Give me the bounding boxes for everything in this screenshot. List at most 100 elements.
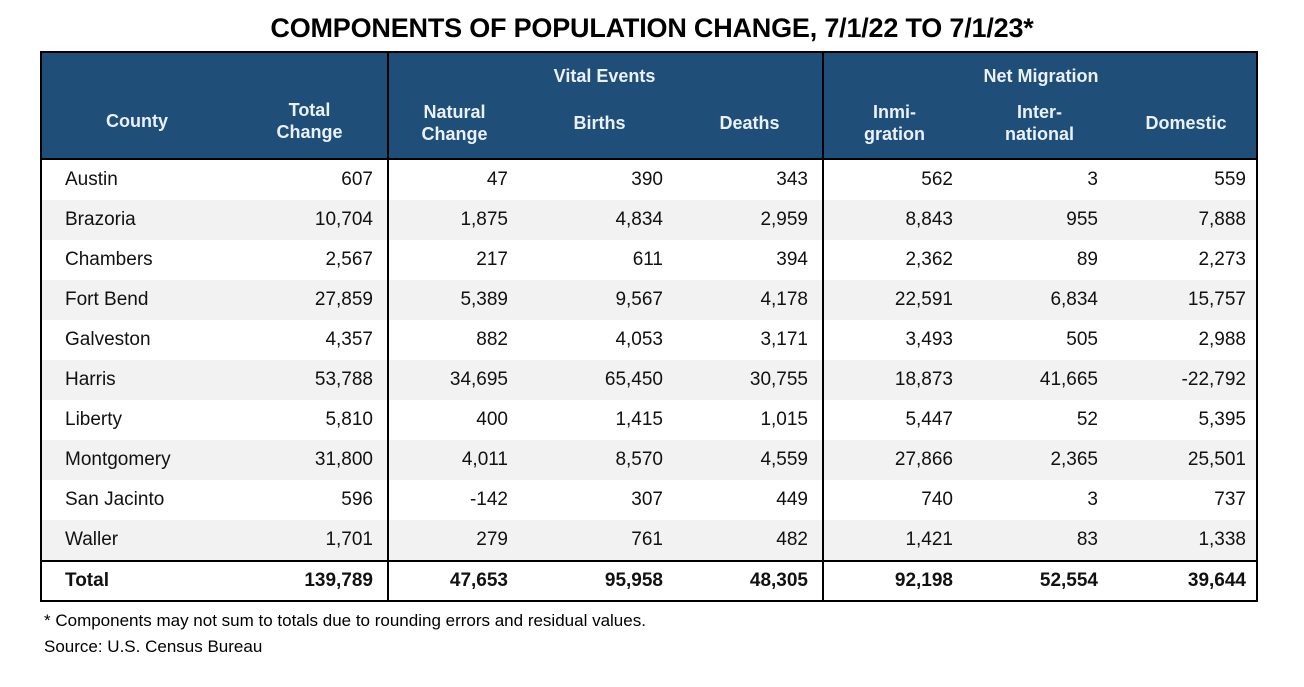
- value-cell: 740: [921, 489, 953, 510]
- value-cell: 1,338: [1198, 529, 1246, 550]
- value-cell: 41,665: [1039, 369, 1098, 390]
- value-cell: 53,788: [314, 369, 373, 390]
- population-change-table: County Total Change Vital Events Natural…: [40, 51, 1258, 602]
- table-row: Austin 607 47 390 343 562 3 559: [42, 160, 1256, 200]
- table-row: Fort Bend 27,859 5,389 9,567 4,178 22,591 6,83…: [42, 280, 1256, 320]
- value-cell: 400: [476, 409, 508, 430]
- county-cell: San Jacinto: [65, 489, 165, 510]
- value-cell: 737: [1214, 489, 1246, 510]
- value-cell: 2,988: [1198, 329, 1246, 350]
- county-cell: Fort Bend: [65, 289, 149, 310]
- value-cell: 4,357: [325, 329, 373, 350]
- value-cell: 1,015: [760, 409, 808, 430]
- col-header-deaths: Deaths: [719, 112, 780, 133]
- value-cell: 92,198: [894, 570, 953, 591]
- value-cell: 139,789: [304, 570, 373, 591]
- value-cell: 27,866: [894, 449, 953, 470]
- value-cell: 47,653: [449, 570, 508, 591]
- source-note: Source: U.S. Census Bureau: [44, 637, 263, 657]
- table-row: Waller 1,701 279 761 482 1,421 83 1,338: [42, 520, 1256, 560]
- value-cell: 882: [476, 329, 508, 350]
- value-cell: 343: [776, 169, 808, 190]
- value-cell: 34,695: [449, 369, 508, 390]
- value-cell: 559: [1214, 169, 1246, 190]
- value-cell: 1,415: [615, 409, 663, 430]
- value-cell: 5,395: [1198, 409, 1246, 430]
- county-cell: Montgomery: [65, 449, 171, 470]
- value-cell: -142: [469, 489, 508, 510]
- section-divider-vital-events: [387, 53, 389, 600]
- value-cell: 47: [486, 169, 508, 190]
- value-cell: 2,959: [760, 209, 808, 230]
- value-cell: 83: [1076, 529, 1098, 550]
- table-row: Brazoria 10,704 1,875 4,834 2,959 8,843 955 7,8…: [42, 200, 1256, 240]
- value-cell: 611: [632, 249, 663, 270]
- county-cell: Brazoria: [65, 209, 136, 230]
- value-cell: 482: [776, 529, 808, 550]
- county-cell: Waller: [65, 529, 119, 550]
- value-cell: 394: [776, 249, 808, 270]
- value-cell: 955: [1066, 209, 1098, 230]
- value-cell: 89: [1076, 249, 1098, 270]
- value-cell: 390: [631, 169, 663, 190]
- value-cell: 761: [631, 529, 663, 550]
- county-cell: Harris: [65, 369, 116, 390]
- value-cell: 1,701: [325, 529, 373, 550]
- value-cell: 307: [631, 489, 663, 510]
- value-cell: 3: [1087, 169, 1098, 190]
- value-cell: 5,810: [325, 409, 373, 430]
- value-cell: 5,389: [460, 289, 508, 310]
- county-cell: Austin: [65, 169, 118, 190]
- value-cell: -22,792: [1181, 369, 1246, 390]
- value-cell: 2,273: [1198, 249, 1246, 270]
- footnote: * Components may not sum to totals due t…: [44, 611, 646, 630]
- value-cell: 30,755: [749, 369, 808, 390]
- value-cell: 31,800: [314, 449, 373, 470]
- total-row: Total 139,789 47,653 95,958 48,305 92,198 52,5…: [42, 560, 1256, 600]
- group-header-net-migration: Net Migration: [983, 66, 1099, 87]
- value-cell: 4,053: [615, 329, 663, 350]
- col-header-international: Inter- national: [1004, 101, 1074, 144]
- county-cell: Chambers: [65, 249, 153, 270]
- value-cell: 52: [1076, 409, 1098, 430]
- value-cell: 9,567: [615, 289, 663, 310]
- table-row: Chambers 2,567 217 611 394 2,362 89 2,273: [42, 240, 1256, 280]
- section-divider-net-migration: [822, 53, 824, 600]
- value-cell: 279: [476, 529, 508, 550]
- value-cell: 4,011: [461, 449, 508, 470]
- page-title: COMPONENTS OF POPULATION CHANGE, 7/1/22 …: [270, 13, 1034, 43]
- value-cell: 27,859: [314, 289, 373, 310]
- value-cell: 5,447: [905, 409, 953, 430]
- value-cell: 596: [341, 489, 373, 510]
- table-row: Liberty 5,810 400 1,415 1,015 5,447 52 5,395: [42, 400, 1256, 440]
- value-cell: 10,704: [314, 209, 373, 230]
- value-cell: 2,362: [905, 249, 953, 270]
- value-cell: 39,644: [1187, 570, 1246, 591]
- value-cell: 8,843: [905, 209, 953, 230]
- col-header-births: Births: [573, 112, 626, 133]
- value-cell: 1,421: [905, 529, 953, 550]
- value-cell: 1,875: [460, 209, 508, 230]
- col-header-county: County: [106, 110, 168, 131]
- value-cell: 3,493: [905, 329, 953, 350]
- value-cell: 505: [1066, 329, 1098, 350]
- value-cell: 22,591: [894, 289, 953, 310]
- table-row: Galveston 4,357 882 4,053 3,171 3,493 505 2,988: [42, 320, 1256, 360]
- county-cell: Liberty: [65, 409, 123, 430]
- value-cell: 2,567: [325, 249, 373, 270]
- table-row: San Jacinto 596 -142 307 449 740 3 737: [42, 480, 1256, 520]
- value-cell: 25,501: [1187, 449, 1246, 470]
- county-cell: Total: [65, 570, 109, 591]
- value-cell: 4,834: [615, 209, 663, 230]
- value-cell: 52,554: [1039, 570, 1098, 591]
- county-cell: Galveston: [65, 329, 151, 350]
- table-row: Montgomery 31,800 4,011 8,570 4,559 27,866 2,3…: [42, 440, 1256, 480]
- col-header-inmigration: Inmi- gration: [864, 101, 925, 144]
- value-cell: 18,873: [894, 369, 953, 390]
- value-cell: 3: [1087, 489, 1098, 510]
- value-cell: 6,834: [1050, 289, 1098, 310]
- table-row: Harris 53,788 34,695 65,450 30,755 18,873 41,6…: [42, 360, 1256, 400]
- table-header: County Total Change Vital Events Natural…: [42, 53, 1256, 160]
- value-cell: 562: [921, 169, 953, 190]
- value-cell: 2,365: [1050, 449, 1098, 470]
